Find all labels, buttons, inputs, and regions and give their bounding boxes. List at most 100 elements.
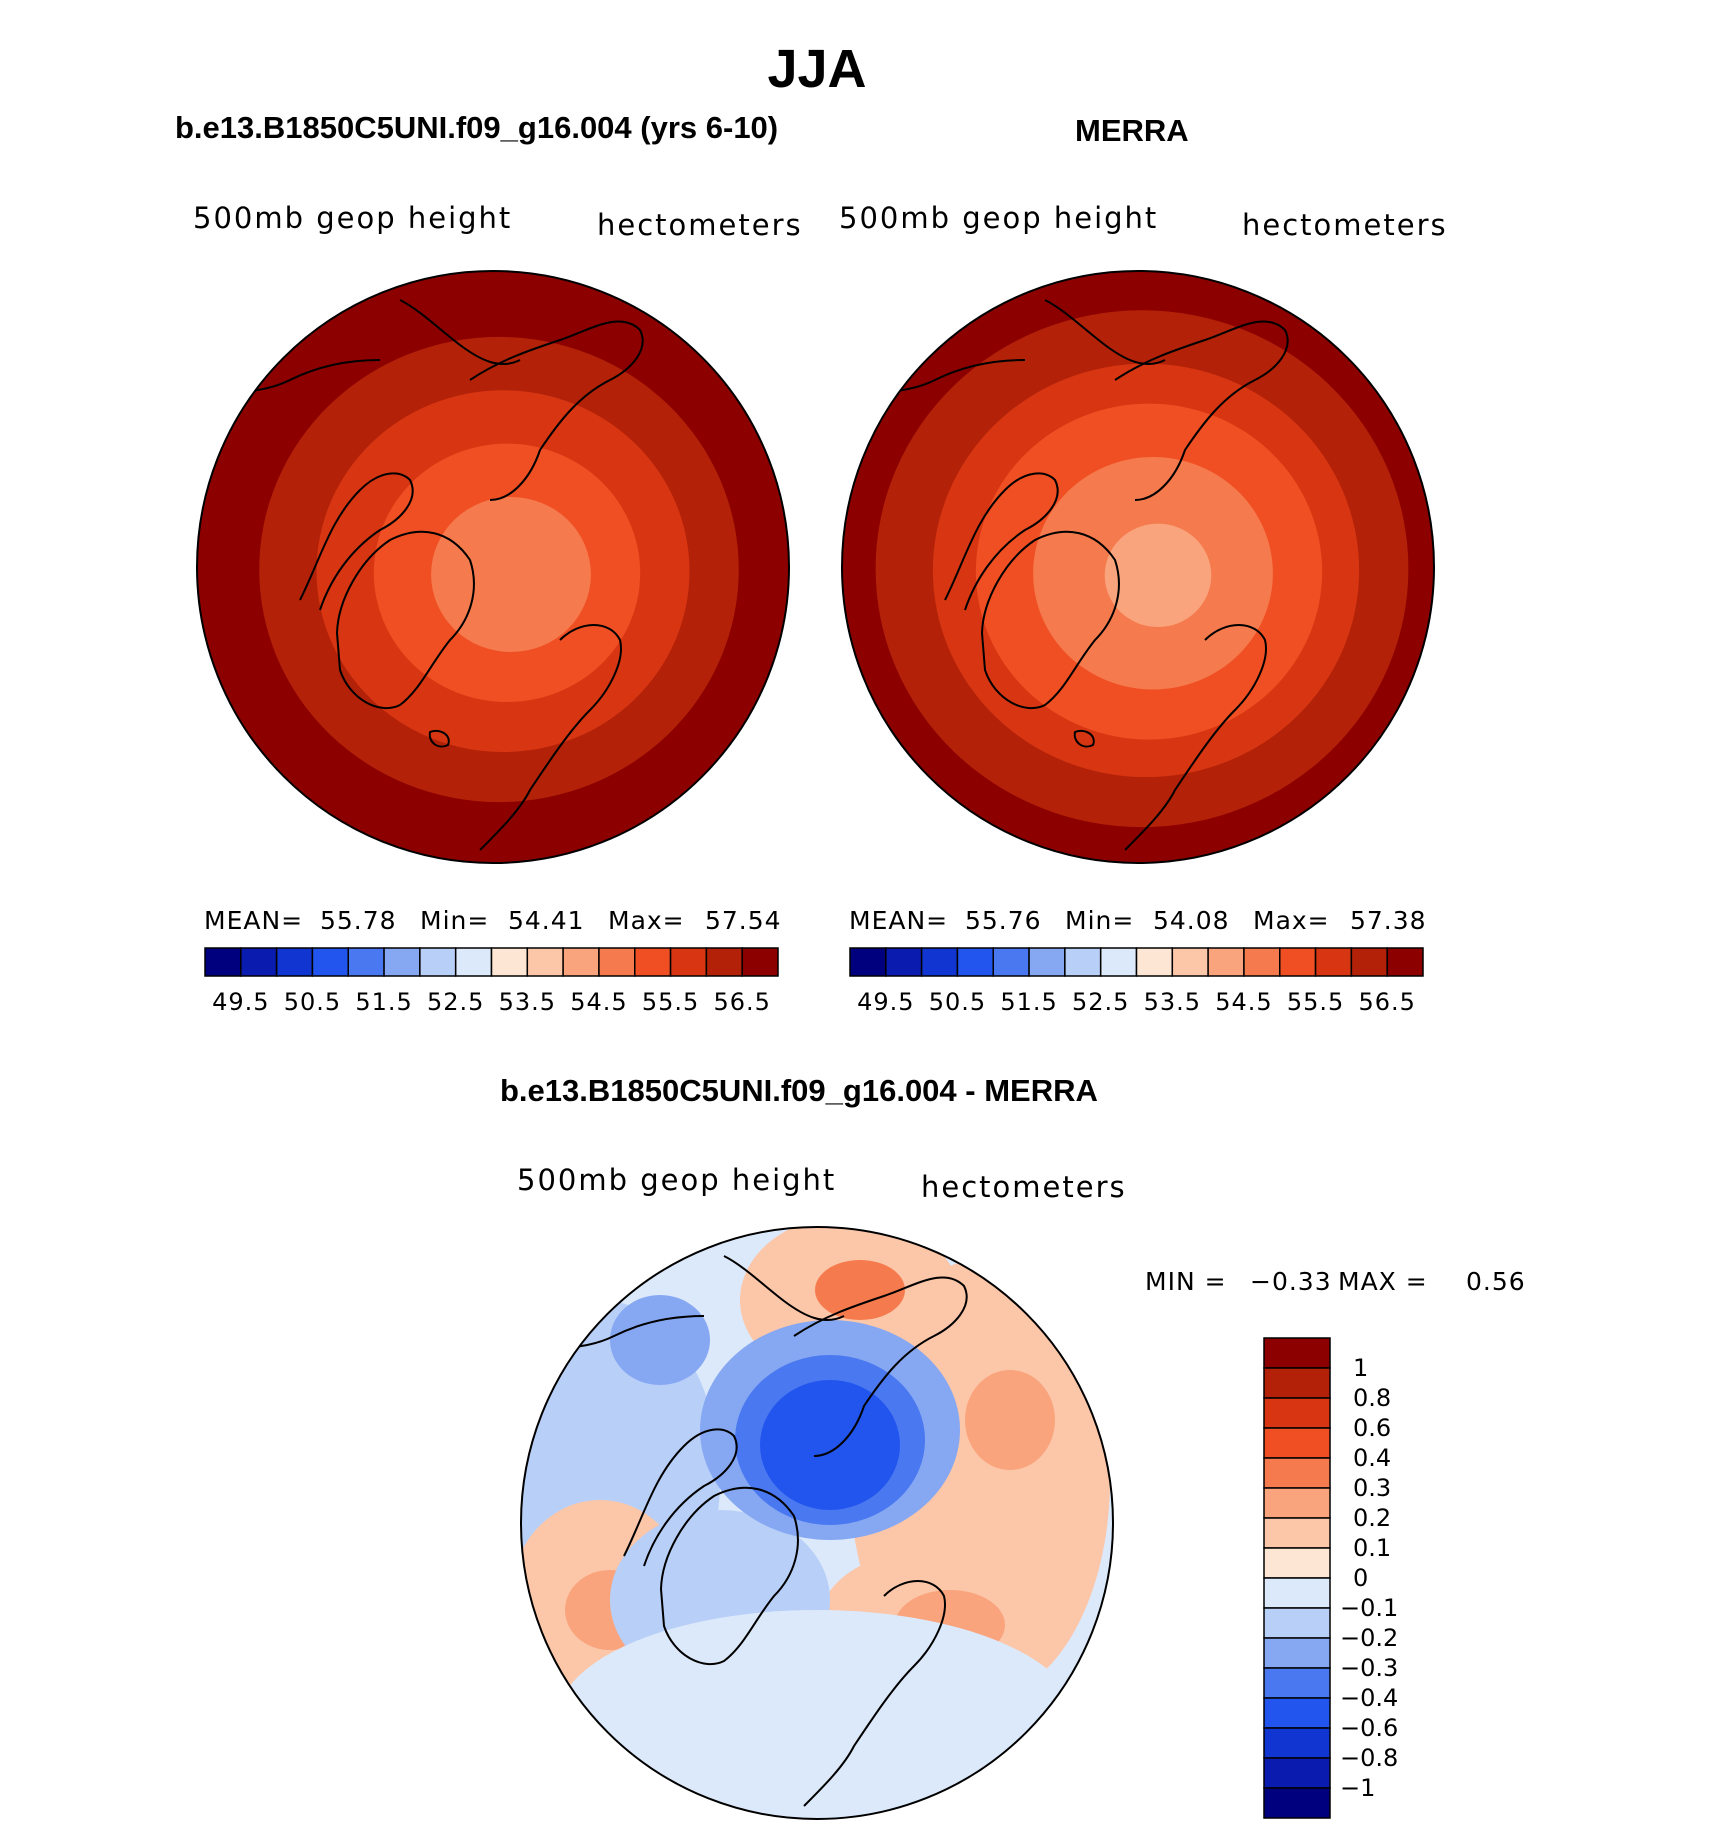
- diff-coastlines: [523, 1255, 968, 1807]
- diff-colorbar-box: [1263, 1427, 1331, 1459]
- diff-colorbar-box: [1263, 1667, 1331, 1699]
- panel2-colorbar-box: [1314, 947, 1353, 977]
- panel2-colorbar-tick-label: 52.5: [1071, 988, 1130, 1016]
- panel2-colorbar-box: [992, 947, 1030, 977]
- diff-colorbar-tick-label: 0.8: [1353, 1384, 1392, 1412]
- panel2-colorbar-box: [1350, 947, 1388, 977]
- panel2-max: 57.38: [1350, 906, 1427, 935]
- panel2-colorbar-tick-label: 55.5: [1286, 988, 1345, 1016]
- diff-colorbar-tick-label: −0.3: [1340, 1654, 1399, 1682]
- panel1-colorbar-tick-label: 52.5: [426, 988, 485, 1016]
- diff-colorbar-box: [1263, 1517, 1331, 1549]
- panel1-contour-band: [502, 563, 530, 590]
- panel1-colorbar-tick-label: 55.5: [641, 988, 700, 1016]
- diff-min: −0.33: [1250, 1267, 1332, 1296]
- panel1-colorbar-tick-label: 51.5: [355, 988, 413, 1016]
- diff-title: b.e13.B1850C5UNI.f09_g16.004 - MERRA: [500, 1073, 1098, 1108]
- panel2-colorbar-box: [885, 947, 923, 977]
- panel2-colorbar-box: [1386, 947, 1424, 977]
- panel2-colorbar-box: [1064, 947, 1102, 977]
- diff-colorbar-tick-label: −0.2: [1340, 1624, 1399, 1652]
- panel1-max: 57.54: [705, 906, 782, 935]
- diff-colorbar-tick-label: 0.2: [1353, 1504, 1392, 1532]
- panel2-map: [842, 271, 1434, 863]
- panel1-coastlines: [199, 299, 644, 851]
- diff-colorbar-tick-label: −0.8: [1340, 1744, 1399, 1772]
- diff-variable: 500mb geop height: [517, 1163, 837, 1197]
- panel2-colorbar-box: [849, 947, 887, 977]
- diff-colorbar-tick-label: −0.4: [1340, 1684, 1399, 1712]
- panel1-colorbar-tick-label: 56.5: [713, 988, 771, 1016]
- panel2-colorbar-box: [920, 947, 959, 977]
- diff-colorbar: [1263, 1337, 1331, 1819]
- panel1-colorbar-box: [634, 947, 672, 977]
- panel2-contour-band: [1147, 563, 1175, 590]
- panel2-units: hectometers: [1242, 208, 1448, 242]
- diff-colorbar-box: [1263, 1757, 1331, 1789]
- diff-contour-band: [557, 1610, 1077, 1819]
- panel1-colorbar-box: [454, 947, 493, 977]
- panel1-map: [197, 271, 789, 863]
- diff-colorbar-tick-label: 0.3: [1353, 1474, 1392, 1502]
- diff-colorbar-tick-label: 0.6: [1353, 1414, 1392, 1442]
- panel1-min-label: Min=: [420, 906, 490, 935]
- panel1-colorbar-tick-label: 53.5: [498, 988, 557, 1016]
- panel1-colorbar-box: [240, 947, 278, 977]
- diff-contour-band: [760, 1380, 900, 1510]
- diff-colorbar-tick-label: 1: [1353, 1354, 1369, 1382]
- panel1-variable: 500mb geop height: [193, 201, 513, 235]
- diff-colorbar-tick-label: −0.6: [1340, 1714, 1399, 1742]
- panel1-colorbar-box: [526, 947, 564, 977]
- panel1-colorbar-box: [598, 947, 636, 977]
- panel2-colorbar-box: [1135, 947, 1174, 977]
- panel1-colorbar-box: [275, 947, 314, 977]
- diff-colorbar-box: [1263, 1637, 1331, 1669]
- panel2-min: 54.08: [1153, 906, 1230, 935]
- diff-contour-band: [815, 1260, 905, 1320]
- diff-colorbar-box: [1263, 1547, 1331, 1579]
- diff-units: hectometers: [921, 1170, 1127, 1204]
- panel2-colorbar-box: [956, 947, 994, 977]
- panel1-mean-label: MEAN=: [204, 906, 304, 935]
- panel1-frame: [196, 270, 790, 864]
- panel1-max-label: Max=: [608, 906, 685, 935]
- panel2-colorbar: [849, 947, 1424, 977]
- diff-colorbar-box: [1263, 1727, 1331, 1759]
- diff-colorbar-box: [1263, 1787, 1331, 1819]
- panel2-colorbar-tick-label: 53.5: [1143, 988, 1202, 1016]
- diff-colorbar-box: [1263, 1367, 1331, 1399]
- diff-frame: [520, 1226, 1114, 1820]
- panel2-colorbar-tick-label: 51.5: [1000, 988, 1058, 1016]
- panel1-colorbar-box: [669, 947, 708, 977]
- panel2-colorbar-tick-label: 50.5: [928, 988, 987, 1016]
- panel2-min-label: Min=: [1065, 906, 1135, 935]
- panel1-colorbar-box: [705, 947, 743, 977]
- panel2-colorbar-tick-label: 56.5: [1358, 988, 1416, 1016]
- panel2-variable: 500mb geop height: [839, 201, 1159, 235]
- diff-colorbar-tick-label: −0.1: [1340, 1594, 1399, 1622]
- diff-max-label: MAX =: [1338, 1267, 1428, 1296]
- panel1-colorbar-box: [741, 947, 779, 977]
- diff-map: [521, 1227, 1113, 1819]
- panel1-min: 54.41: [508, 906, 585, 935]
- panel1-colorbar-tick-label: 50.5: [283, 988, 342, 1016]
- diff-contour-band: [965, 1370, 1055, 1470]
- panel1-colorbar-tick-label: 54.5: [570, 988, 628, 1016]
- panel2-max-label: Max=: [1253, 906, 1330, 935]
- panel2-colorbar-tick-label: 54.5: [1215, 988, 1273, 1016]
- diff-colorbar-tick-label: 0.1: [1353, 1534, 1392, 1562]
- panel2-mean: 55.76: [965, 906, 1042, 935]
- panel1-colorbar-box: [562, 947, 600, 977]
- diff-min-label: MIN =: [1145, 1267, 1227, 1296]
- panel1-units: hectometers: [597, 208, 803, 242]
- diff-colorbar-box: [1263, 1607, 1331, 1639]
- panel1-colorbar-box: [347, 947, 385, 977]
- panel1-colorbar: [204, 947, 779, 977]
- diff-colorbar-tick-label: 0.4: [1353, 1444, 1392, 1472]
- main-title: JJA: [767, 39, 867, 99]
- panel1-colorbar-box: [311, 947, 349, 977]
- panel1-colorbar-box: [383, 947, 421, 977]
- panel2-colorbar-box: [1279, 947, 1317, 977]
- panel2-colorbar-box: [1171, 947, 1209, 977]
